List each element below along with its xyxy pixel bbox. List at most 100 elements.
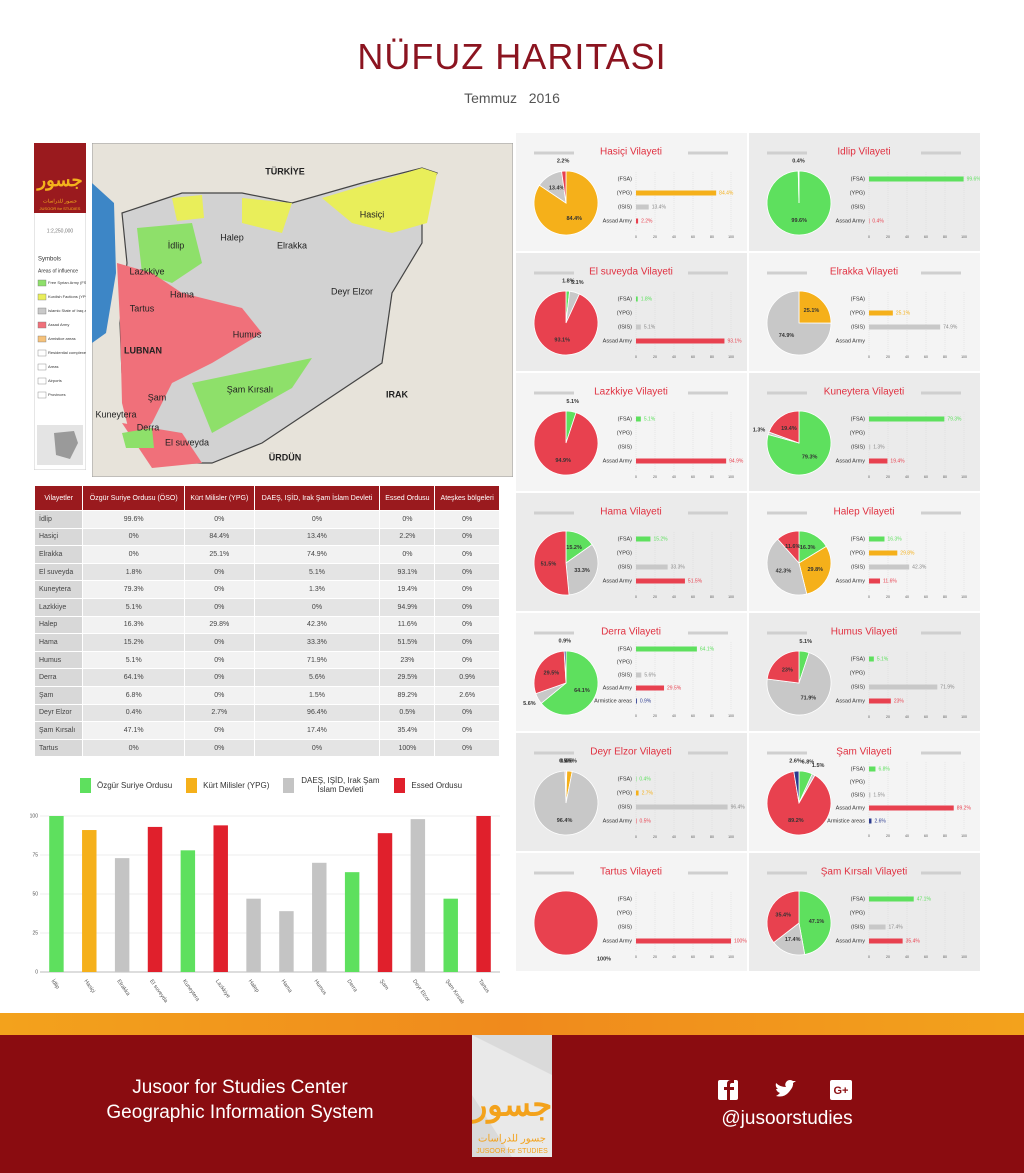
table-cell: 0% xyxy=(434,510,500,529)
table-cell: 17.4% xyxy=(253,721,381,740)
pie-slice xyxy=(561,170,567,204)
bar-category: (ISIS) xyxy=(851,564,865,570)
social: G+ @jusoorstudies xyxy=(718,1080,853,1129)
table-cell: 0.9% xyxy=(434,668,500,687)
table-cell: 0% xyxy=(184,597,255,617)
bar-category: (ISIS) xyxy=(618,564,632,570)
y-tick-label: 50 xyxy=(32,891,38,897)
x-tick-label: 100 xyxy=(961,595,967,599)
table-cell: El suveyda xyxy=(33,562,84,582)
table-cell: 2.2% xyxy=(379,527,436,547)
pie-label: 16.3% xyxy=(800,545,816,551)
bar xyxy=(636,564,668,570)
legend-swatch xyxy=(37,363,47,371)
pie-label: 5.1% xyxy=(566,399,579,405)
table-cell: 42.3% xyxy=(253,615,381,635)
map-label: El suveyda xyxy=(165,437,209,447)
bar-label: 2.7% xyxy=(642,790,654,796)
table-cell: Tartus xyxy=(33,738,84,758)
x-tick-label: 0 xyxy=(635,235,637,239)
pie-label: 79.3% xyxy=(802,454,818,460)
bar xyxy=(636,685,665,691)
legend-swatch xyxy=(37,349,47,357)
table-cell: 93.1% xyxy=(379,562,436,582)
table-cell: 33.3% xyxy=(253,633,381,652)
gplus-label[interactable]: G+ xyxy=(834,1085,849,1097)
bar xyxy=(636,458,727,464)
pie-slice xyxy=(793,770,800,804)
bar-category: (FSA) xyxy=(618,896,633,902)
bar-label: 29.5% xyxy=(667,685,682,691)
bar-category: (YPG) xyxy=(617,550,632,556)
bar xyxy=(636,338,725,344)
x-tick-label: 100 xyxy=(728,835,734,839)
pie-slice xyxy=(766,652,832,716)
map-label: Lazkkiye xyxy=(129,266,164,276)
table-cell: 0% xyxy=(184,668,255,687)
logo-text: جسور للدراسات xyxy=(478,1134,546,1145)
bar-category: (ISIS) xyxy=(618,672,632,678)
x-tick-label: 40 xyxy=(905,955,909,959)
table-cell: Hama xyxy=(33,633,84,652)
pie-slice xyxy=(777,530,800,565)
x-tick-label: Kuneytera xyxy=(181,979,201,1004)
x-tick-label: 20 xyxy=(886,715,890,719)
pie-slice xyxy=(533,530,570,596)
pie-label: 2.6% xyxy=(789,759,802,765)
bar-category: (YPG) xyxy=(850,190,865,196)
pie-label: 17.4% xyxy=(785,937,801,943)
bar xyxy=(213,825,228,972)
province-panels: Hasiçi Vilayeti 84.4% 13.4% 2.2% 0 20 40 60 80 10… xyxy=(516,133,980,971)
bar xyxy=(636,190,717,196)
panel-title: Idlip Vilayeti xyxy=(837,147,890,158)
table-cell: 0.4% xyxy=(82,703,186,723)
bar-category: (ISIS) xyxy=(851,684,865,690)
x-tick-label: 80 xyxy=(710,714,714,718)
gplus-icon[interactable] xyxy=(830,1080,852,1100)
bar xyxy=(869,938,903,944)
fsa-area xyxy=(122,428,154,448)
handle[interactable]: @jusoorstudies xyxy=(721,1108,852,1129)
twitter-icon[interactable] xyxy=(775,1080,796,1097)
table-cell: 16.3% xyxy=(82,615,186,635)
bar-category: Assad Army xyxy=(836,805,866,811)
x-tick-label: Elrakka xyxy=(115,979,131,998)
table-row: El suveyda 1.8% 0% 5.1% 93.1% 0% xyxy=(33,562,500,582)
table-cell: 0% xyxy=(184,650,255,670)
logo-sub: JUSOOR for STUDIES xyxy=(476,1148,548,1155)
panel-title: Lazkkiye Vilayeti xyxy=(594,387,668,398)
pie-label: 29.8% xyxy=(807,567,823,573)
facebook-glyph xyxy=(724,1080,734,1100)
pie-label: 96.4% xyxy=(557,818,573,824)
pie-label: 1.5% xyxy=(812,763,825,769)
table-cell: 84.4% xyxy=(184,527,255,547)
table-cell: 5.1% xyxy=(82,597,186,617)
legend-swatch xyxy=(37,391,47,399)
table-cell: 0% xyxy=(434,633,500,652)
bar-label: 0.4% xyxy=(872,218,884,224)
table-row: Elrakka 0% 25.1% 74.9% 0% 0% xyxy=(33,545,500,564)
bar-label: 94.9% xyxy=(729,458,744,464)
x-tick-label: 60 xyxy=(691,355,695,359)
bar xyxy=(636,324,641,330)
bar xyxy=(636,646,697,652)
bar-category: (FSA) xyxy=(618,536,633,542)
pie-label: 0.4% xyxy=(560,758,573,764)
ypg-area xyxy=(172,195,204,221)
bar-label: 13.4% xyxy=(652,204,667,210)
panel-title: Şam Kırsalı Vilayeti xyxy=(821,867,908,878)
table-cell: 2.7% xyxy=(184,703,255,723)
table-cell: 51.5% xyxy=(379,633,436,652)
table-header: Kürt Milisler (YPG) xyxy=(184,485,255,511)
pie-label: 5.6% xyxy=(523,701,536,707)
table-header: Vilayetler xyxy=(33,485,84,511)
bar-category: (FSA) xyxy=(851,176,866,182)
map-label: Halep xyxy=(220,232,244,242)
pie-label: 2.7% xyxy=(564,759,577,765)
x-tick-label: 80 xyxy=(943,715,947,719)
pie-label: 13.4% xyxy=(549,186,565,192)
bar-legend: Özgür Suriye Ordusu Kürt Milisler (YPG) DA… xyxy=(80,765,500,805)
bar xyxy=(869,458,888,464)
table-cell: 0% xyxy=(434,545,500,564)
